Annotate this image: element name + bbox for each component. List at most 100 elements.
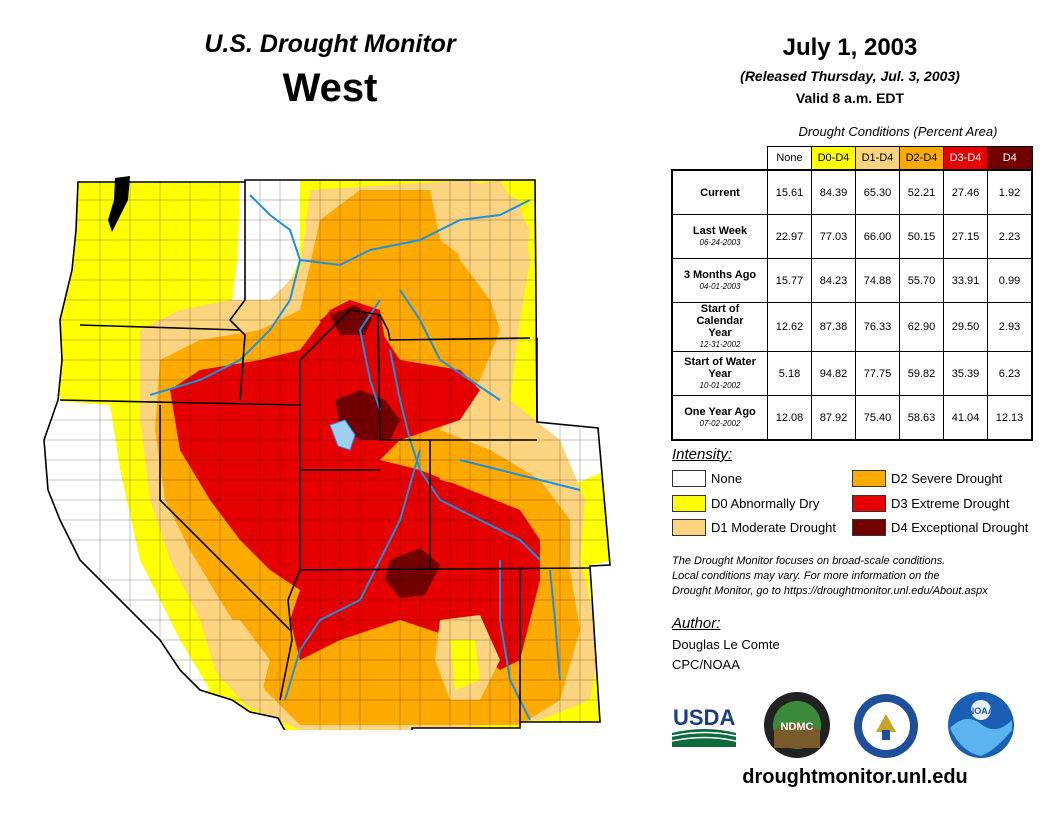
legend-swatch — [672, 495, 706, 512]
table-cell: 50.15 — [899, 214, 944, 259]
legend-title: Intensity: — [672, 446, 733, 463]
table-cell: 5.18 — [767, 351, 812, 396]
table-cell: 15.77 — [767, 258, 812, 303]
d0-area-nm — [450, 640, 480, 690]
ndmc-logo[interactable]: NDMC — [762, 690, 832, 760]
row-label-text: Current — [700, 186, 740, 199]
d4-area-4corners — [385, 548, 440, 598]
table-cell: 27.46 — [943, 169, 988, 215]
map-date: July 1, 2003 — [782, 34, 918, 61]
legend-swatch — [852, 519, 886, 536]
row-label-date: 12-31-2002 — [699, 340, 741, 349]
d1-area-ne — [440, 180, 530, 300]
row-label-date: 10-01-2002 — [699, 380, 741, 390]
table-cell: 65.30 — [855, 169, 900, 215]
table-cell: 55.70 — [899, 258, 944, 303]
map-title: U.S. Drought Monitor — [204, 30, 456, 58]
row-label-date: 06-24-2003 — [699, 237, 741, 247]
table-cell: 62.90 — [899, 302, 944, 352]
table-caption: Drought Conditions (Percent Area) — [798, 124, 998, 139]
author-org: CPC/NOAA — [672, 657, 740, 672]
table-corner — [672, 147, 768, 171]
row-label: 3 Months Ago 04-01-2003 — [671, 258, 768, 303]
table-cell: 77.75 — [855, 351, 900, 396]
legend-label: None — [711, 471, 743, 486]
table-cell: 58.63 — [899, 395, 944, 441]
row-label-date: 07-02-2002 — [699, 418, 741, 428]
table-cell: 2.93 — [987, 302, 1033, 352]
state-borders — [43, 179, 611, 730]
table-row: Start of Water Year 10-01-2002 5.18 94.82 77… — [671, 351, 1033, 396]
table-cell: 6.23 — [987, 351, 1033, 396]
table-row: 3 Months Ago 04-01-2003 15.77 84.23 74.88 55.… — [671, 258, 1033, 303]
table-cell: 84.39 — [811, 169, 856, 215]
legend-label: D2 Severe Drought — [891, 471, 1003, 486]
legend-swatch — [672, 519, 706, 536]
row-label: Start of Calendar Year 12-31-2002 — [671, 302, 768, 352]
table-row: Start of Calendar Year 12-31-2002 12.62 87.… — [671, 302, 1033, 352]
legend-item-d0: D0 Abnormally Dry — [672, 495, 819, 512]
row-label: Last Week 06-24-2003 — [671, 214, 768, 259]
table-cell: 87.92 — [811, 395, 856, 441]
table-cell: 33.91 — [943, 258, 988, 303]
legend-swatch — [672, 470, 706, 487]
legend-item-d1: D1 Moderate Drought — [672, 519, 836, 536]
table-cell: 22.97 — [767, 214, 812, 259]
col-header-d2-d4: D2-D4 — [899, 146, 944, 171]
row-label: Start of Water Year 10-01-2002 — [671, 351, 768, 396]
usda-logo-text: USDA — [673, 705, 735, 730]
row-label-text: 3 Months Ago — [683, 268, 757, 281]
drought-stats-table: None D0-D4 D1-D4 D2-D4 D3-D4 D4 Current 1… — [671, 146, 1033, 441]
noaa-logo-text: NOAA — [968, 706, 995, 716]
row-label-text: Last Week — [692, 224, 748, 237]
note-line: The Drought Monitor focuses on broad-sca… — [672, 555, 946, 567]
table-cell: 35.39 — [943, 351, 988, 396]
row-label-date: 04-01-2003 — [699, 281, 741, 291]
table-cell: 12.08 — [767, 395, 812, 441]
d4-area-ut — [335, 390, 400, 440]
d1-area-ca — [200, 620, 270, 700]
legend-item-d3: D3 Extreme Drought — [852, 495, 1010, 512]
table-cell: 2.23 — [987, 214, 1033, 259]
author-heading: Author: — [672, 615, 721, 632]
note-line[interactable]: Drought Monitor, go to https://droughtmo… — [672, 585, 988, 597]
drought-map — [43, 176, 611, 730]
table-cell: 59.82 — [899, 351, 944, 396]
release-date: (Released Thursday, Jul. 3, 2003) — [740, 68, 960, 84]
great-salt-lake — [329, 419, 356, 451]
legend-label: D3 Extreme Drought — [891, 496, 1010, 511]
table-cell: 87.38 — [811, 302, 856, 352]
table-cell: 27.15 — [943, 214, 988, 259]
table-cell: 0.99 — [987, 258, 1033, 303]
row-label: Current — [671, 169, 768, 215]
table-cell: 29.50 — [943, 302, 988, 352]
table-cell: 75.40 — [855, 395, 900, 441]
table-cell: 52.21 — [899, 169, 944, 215]
table-cell: 41.04 — [943, 395, 988, 441]
website-url[interactable]: droughtmonitor.unl.edu — [742, 766, 968, 788]
usda-logo[interactable]: USDA — [670, 700, 740, 750]
d3-area — [170, 300, 540, 670]
table-cell: 74.88 — [855, 258, 900, 303]
table-cell: 94.82 — [811, 351, 856, 396]
legend-swatch — [852, 470, 886, 487]
table-row: Last Week 06-24-2003 22.97 77.03 66.00 50.15 2… — [671, 214, 1033, 259]
table-cell: 15.61 — [767, 169, 812, 215]
disclaimer-note: The Drought Monitor focuses on broad-sca… — [672, 554, 1042, 599]
col-header-d0-d4: D0-D4 — [811, 146, 856, 171]
legend-label: D1 Moderate Drought — [711, 520, 837, 535]
legend-label: D0 Abnormally Dry — [711, 496, 820, 511]
row-label: One Year Ago 07-02-2002 — [671, 395, 768, 441]
row-label-text: Start of Water Year — [684, 355, 756, 380]
table-cell: 66.00 — [855, 214, 900, 259]
d2-area-nm — [430, 440, 500, 490]
noaa-logo[interactable]: NOAA — [946, 690, 1016, 760]
col-header-none: None — [767, 146, 812, 171]
author-name: Douglas Le Comte — [672, 637, 780, 652]
table-cell: 76.33 — [855, 302, 900, 352]
table-cell: 84.23 — [811, 258, 856, 303]
row-label-text: One Year Ago — [684, 405, 756, 418]
doc-seal-logo[interactable] — [852, 692, 920, 760]
ndmc-logo-text: NDMC — [781, 721, 814, 733]
legend-item-d4: D4 Exceptional Drought — [852, 519, 1028, 536]
